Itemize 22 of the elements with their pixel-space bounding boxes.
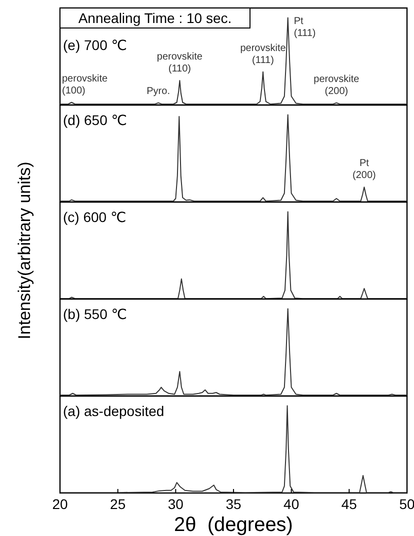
x-tick-label: 35	[226, 496, 242, 512]
x-axis-title: 2θ (degrees)	[174, 514, 293, 536]
y-axis-title: Intensity(arbitrary units)	[15, 162, 34, 340]
chart-title: (b) 550 ℃	[63, 306, 127, 322]
annotation: Annealing Time : 10 sec.	[78, 10, 232, 26]
annotation: perovskite (200)	[314, 74, 360, 97]
chart-title: (c) 600 ℃	[63, 209, 126, 225]
annotation: Pt (200)	[352, 158, 376, 182]
x-tick-label: 20	[52, 496, 68, 512]
x-tick-label: 25	[110, 496, 126, 512]
annotation: Pt (111)	[294, 16, 316, 39]
chart-title: (d) 650 ℃	[63, 112, 127, 128]
x-tick-label: 30	[168, 496, 184, 512]
annotation: Pyro.	[146, 86, 170, 97]
chart-title: (a) as-deposited	[63, 403, 164, 419]
x-tick-label: 45	[341, 496, 358, 512]
annotation: perovskite (110)	[156, 52, 203, 75]
annotation: perovskite (100)	[62, 73, 108, 96]
x-tick-label: 50	[399, 496, 414, 512]
x-tick-label: 40	[284, 496, 300, 512]
annotation: perovskite (111)	[240, 42, 286, 66]
text: (e) 700 ℃	[63, 37, 127, 53]
